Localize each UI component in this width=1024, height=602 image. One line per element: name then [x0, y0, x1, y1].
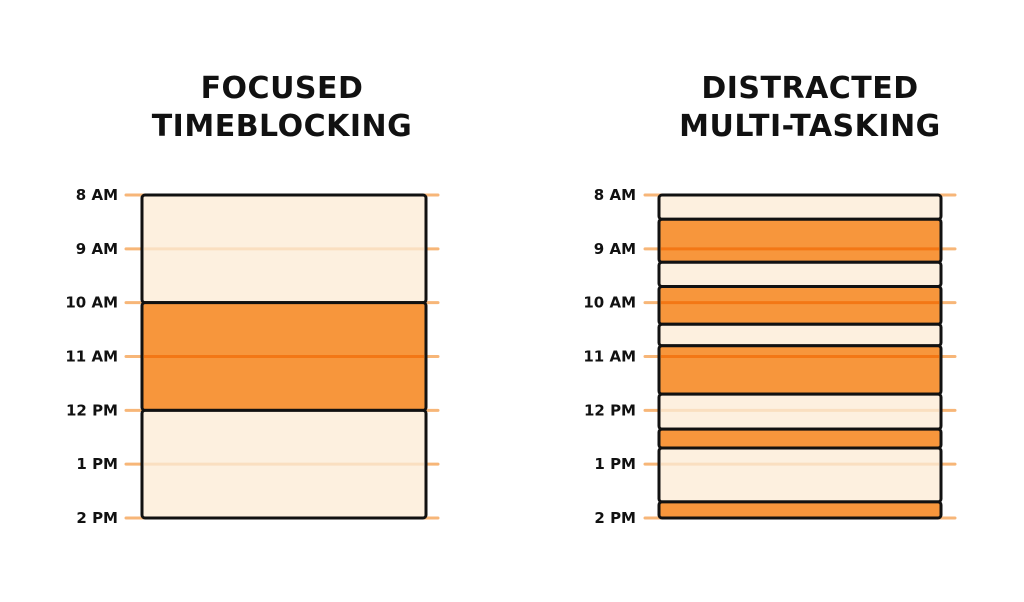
title-line-2: TIMEBLOCKING [151, 109, 413, 144]
right-focus-block [657, 217, 943, 264]
title-line-1: FOCUSED [200, 71, 364, 106]
right-focus-block [657, 344, 943, 396]
left-hour-label: 2 PM [76, 509, 118, 527]
left-hour-label: 11 AM [65, 348, 118, 366]
right-hour-label: 8 AM [594, 186, 636, 204]
title-line-2: MULTI-TASKING [679, 109, 941, 144]
right-hour-label: 11 AM [583, 348, 636, 366]
right-hour-label: 9 AM [594, 240, 636, 258]
right-focus-block [657, 285, 943, 326]
right-light-block [657, 193, 943, 221]
right-focus-block [657, 500, 943, 520]
left-hour-label: 8 AM [76, 186, 118, 204]
left-hour-label: 1 PM [76, 455, 118, 473]
right-light-block [657, 260, 943, 289]
right-hour-label: 10 AM [583, 294, 636, 312]
right-light-block [657, 446, 943, 504]
distracted-multitasking-title: DISTRACTED MULTI-TASKING [640, 70, 980, 146]
left-hour-label: 12 PM [66, 401, 118, 419]
right-hour-label: 12 PM [584, 401, 636, 419]
right-hour-label: 1 PM [594, 455, 636, 473]
left-hour-label: 9 AM [76, 240, 118, 258]
focused-timeblocking-title: FOCUSED TIMEBLOCKING [132, 70, 432, 146]
right-focus-block [657, 427, 943, 450]
title-line-1: DISTRACTED [701, 71, 919, 106]
right-light-block [657, 322, 943, 348]
left-hour-label: 10 AM [65, 294, 118, 312]
right-hour-label: 2 PM [594, 509, 636, 527]
